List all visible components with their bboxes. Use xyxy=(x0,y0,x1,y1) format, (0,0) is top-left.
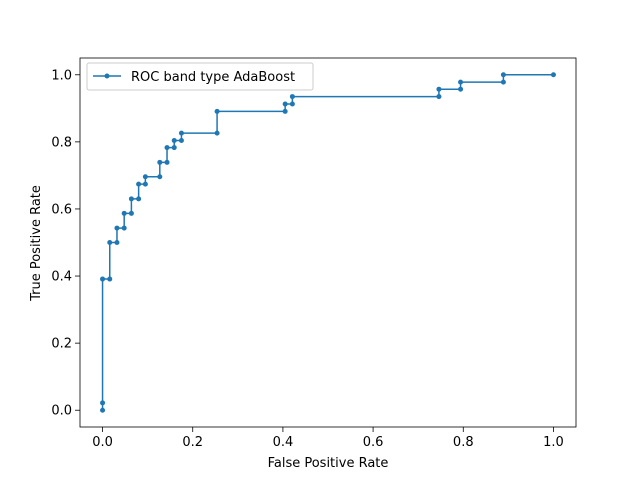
data-point xyxy=(164,145,170,151)
data-point xyxy=(458,86,464,92)
data-point xyxy=(107,276,113,282)
data-point xyxy=(550,72,556,78)
x-tick-label: 0.4 xyxy=(273,435,294,450)
data-point xyxy=(436,86,442,92)
axes-frame xyxy=(79,57,577,428)
data-point xyxy=(171,138,177,144)
x-tick-label: 1.0 xyxy=(543,435,564,450)
data-point xyxy=(289,94,295,100)
y-tick-label: 1.0 xyxy=(51,68,72,83)
y-tick-label: 0.2 xyxy=(51,337,72,352)
data-point xyxy=(436,94,442,100)
legend: ROC band type AdaBoost xyxy=(86,62,314,91)
data-point xyxy=(171,145,177,151)
data-point xyxy=(128,210,134,216)
x-tick-label: 0.6 xyxy=(363,435,384,450)
legend-box xyxy=(86,62,314,91)
data-point xyxy=(142,181,148,187)
y-tick-label: 0.8 xyxy=(51,135,72,150)
data-point xyxy=(136,196,142,202)
y-axis-label: True Positive Rate xyxy=(29,185,44,302)
data-point xyxy=(121,210,127,216)
x-axis-label: False Positive Rate xyxy=(268,456,389,471)
data-point xyxy=(107,240,113,245)
legend-marker xyxy=(104,73,110,79)
data-point xyxy=(128,196,134,202)
legend-label: ROC band type AdaBoost xyxy=(131,70,295,85)
x-tick-label: 0.8 xyxy=(453,435,474,450)
data-point xyxy=(178,130,184,136)
data-point xyxy=(289,101,295,107)
data-point xyxy=(114,240,120,245)
data-point xyxy=(164,159,170,165)
data-point xyxy=(458,79,464,85)
data-point xyxy=(157,159,163,165)
data-point xyxy=(214,108,220,114)
data-point xyxy=(214,130,220,136)
plot-area xyxy=(100,72,556,413)
data-point xyxy=(178,138,184,144)
data-point xyxy=(500,72,506,78)
x-tick-label: 0.0 xyxy=(92,435,113,450)
y-tick-label: 0.0 xyxy=(51,404,72,419)
data-point xyxy=(121,225,127,231)
data-point xyxy=(142,174,148,180)
axes: 0.0 0.2 0.4 0.6 0.8 1.0 0.0 0.2 0.4 0.6 0.8 1.0 xyxy=(51,57,577,450)
x-tick-label: 0.2 xyxy=(182,435,203,450)
data-point xyxy=(282,101,288,107)
data-point xyxy=(136,181,142,187)
y-tick-label: 0.6 xyxy=(51,202,72,217)
data-point xyxy=(100,276,106,282)
y-tick-label: 0.4 xyxy=(51,270,72,285)
data-point xyxy=(500,79,506,85)
data-point xyxy=(157,174,163,180)
data-point xyxy=(100,400,106,406)
data-point xyxy=(282,108,288,114)
data-point xyxy=(100,407,106,413)
data-point xyxy=(114,225,120,231)
